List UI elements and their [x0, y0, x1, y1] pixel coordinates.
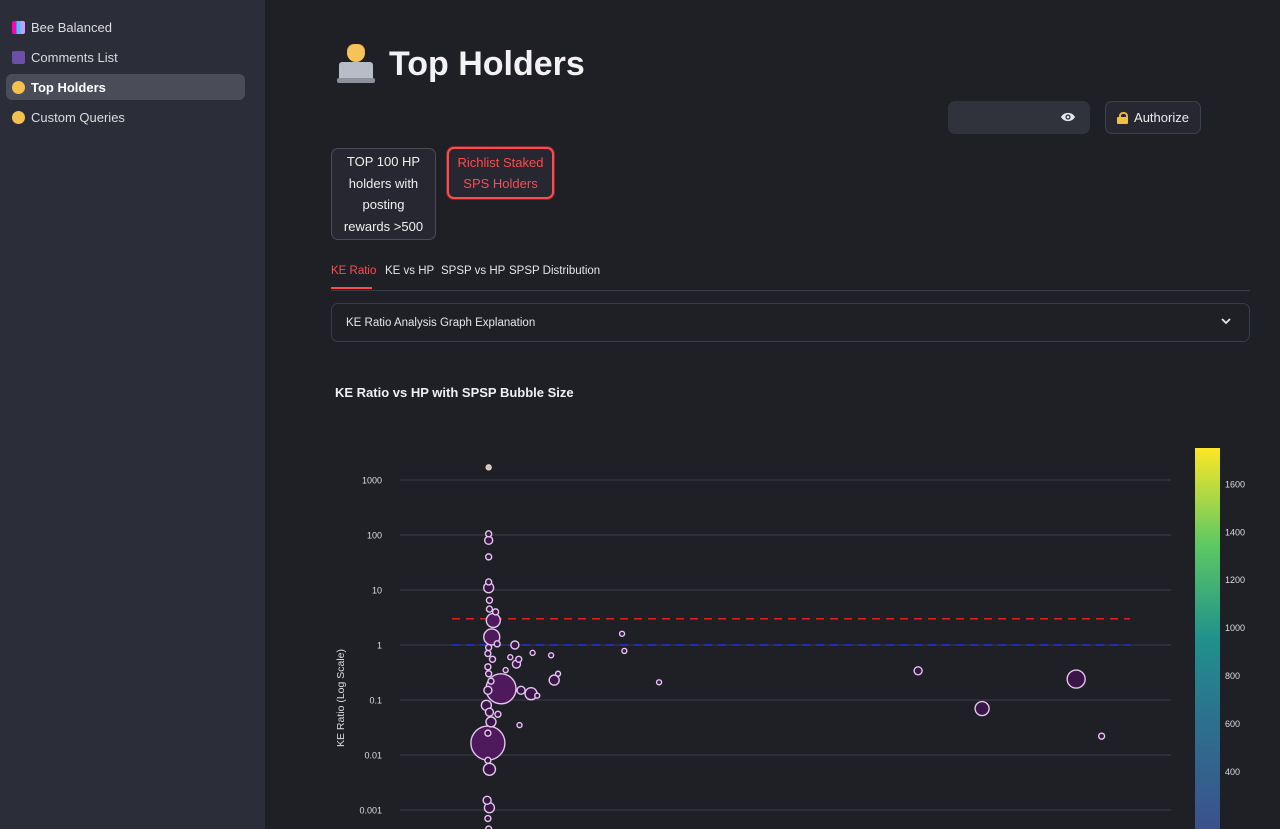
y-tick-label: 1 — [377, 641, 382, 651]
data-point — [484, 578, 493, 586]
sidebar-item-comments-list[interactable]: Comments List — [6, 44, 245, 70]
data-point — [484, 643, 493, 652]
data-point — [482, 762, 497, 776]
page-title: Top Holders — [337, 44, 585, 84]
graph-explanation-expander[interactable]: KE Ratio Analysis Graph Explanation — [331, 303, 1250, 342]
data-point — [485, 612, 501, 629]
data-point — [515, 655, 523, 663]
colorbar-tick-label: 400 — [1225, 767, 1240, 777]
data-point — [491, 608, 500, 616]
sidebar-item-top-holders[interactable]: Top Holders — [6, 74, 245, 100]
colorbar-tick-label: 1400 — [1225, 527, 1245, 537]
chevron-down-icon — [1221, 318, 1231, 325]
main-content: Top Holders Authorize TOP 100 HP holders… — [265, 0, 1280, 829]
sidebar: Bee Balanced Comments List Top Holders C… — [0, 0, 265, 829]
password-input[interactable] — [948, 101, 1090, 134]
y-axis-label: KE Ratio (Log Scale) — [335, 649, 347, 747]
y-tick-label: 1000 — [362, 476, 382, 486]
data-point — [655, 679, 663, 686]
data-point — [621, 647, 628, 655]
lock-icon — [1117, 111, 1129, 124]
colorbar-tick-label: 1600 — [1225, 479, 1245, 489]
colorbar — [1195, 448, 1220, 829]
page-title-text: Top Holders — [389, 44, 585, 83]
data-point — [618, 630, 626, 637]
richlist-staked-sps-button[interactable]: Richlist Staked SPS Holders — [447, 147, 554, 199]
sidebar-nav: Bee Balanced Comments List Top Holders C… — [0, 0, 265, 130]
person-laptop-icon — [12, 110, 25, 124]
y-tick-label: 0.1 — [369, 696, 382, 706]
data-point — [485, 596, 494, 604]
data-point — [554, 670, 562, 677]
sidebar-item-bee-balanced[interactable]: Bee Balanced — [6, 14, 245, 40]
data-point — [484, 663, 492, 671]
tab-spsp-vs-hp[interactable]: SPSP vs HP — [441, 265, 506, 277]
tab-ke-vs-hp[interactable]: KE vs HP — [385, 265, 435, 277]
data-point — [484, 670, 493, 678]
tab-ke-ratio[interactable]: KE Ratio — [331, 265, 377, 277]
data-point — [516, 685, 526, 696]
data-point — [484, 825, 493, 829]
top-100-hp-holders-button[interactable]: TOP 100 HP holders with posting rewards … — [331, 148, 436, 240]
data-point — [484, 756, 492, 765]
chart-tabs: KE Ratio KE vs HP SPSP vs HP SPSP Distri… — [331, 262, 1250, 291]
colorbar-tick-label: 800 — [1225, 671, 1240, 681]
authorize-label: Authorize — [1134, 110, 1189, 125]
data-point — [547, 652, 555, 659]
data-point — [487, 677, 495, 685]
expander-label: KE Ratio Analysis Graph Explanation — [346, 317, 536, 329]
data-point — [493, 640, 501, 648]
data-point — [510, 640, 520, 650]
data-point — [507, 654, 514, 661]
data-point — [482, 795, 492, 806]
data-point — [483, 685, 493, 696]
data-point — [484, 814, 492, 823]
data-point — [484, 729, 492, 737]
data-point — [974, 700, 990, 717]
data-point — [485, 464, 492, 471]
ke-ratio-chart: 1000 100 10 1 0.1 0.01 0.001 KE Ratio (Log Sca… — [335, 448, 1245, 829]
data-point — [484, 553, 493, 561]
data-point — [516, 721, 523, 729]
colorbar-tick-label: 600 — [1225, 719, 1240, 729]
data-point — [484, 530, 493, 538]
comments-icon — [12, 50, 25, 64]
y-tick-label: 10 — [372, 586, 382, 596]
data-point — [534, 692, 541, 699]
data-point — [502, 666, 509, 674]
chart-title: KE Ratio vs HP with SPSP Bubble Size — [335, 385, 574, 400]
tab-spsp-distribution[interactable]: SPSP Distribution — [509, 265, 601, 277]
data-point — [484, 649, 492, 658]
data-point — [484, 707, 495, 717]
y-tick-label: 0.01 — [364, 751, 382, 761]
sidebar-item-custom-queries[interactable]: Custom Queries — [6, 104, 245, 130]
sidebar-item-label: Custom Queries — [31, 109, 125, 125]
data-point — [485, 716, 497, 728]
eye-icon[interactable] — [1060, 111, 1076, 123]
sidebar-item-label: Top Holders — [31, 79, 106, 95]
choice-label: TOP 100 HP holders with posting rewards … — [343, 154, 424, 234]
data-point — [913, 666, 923, 676]
choice-label: Richlist Staked SPS Holders — [457, 154, 544, 192]
data-point — [1066, 669, 1086, 689]
person-laptop-icon — [337, 44, 375, 84]
sidebar-item-label: Bee Balanced — [31, 19, 112, 35]
data-point — [1097, 732, 1106, 740]
colorbar-tick-label: 1200 — [1225, 575, 1245, 585]
data-point — [488, 655, 497, 663]
sidebar-item-label: Comments List — [31, 49, 118, 65]
active-tab-indicator — [331, 287, 372, 289]
authorize-button[interactable]: Authorize — [1105, 101, 1201, 134]
y-tick-label: 100 — [367, 531, 382, 541]
data-point — [494, 710, 502, 718]
colorbar-tick-label: 1000 — [1225, 623, 1245, 633]
person-laptop-icon — [12, 80, 25, 94]
data-point — [548, 674, 560, 686]
bar-chart-icon — [12, 20, 25, 34]
y-tick-label: 0.001 — [359, 806, 382, 816]
data-point — [529, 649, 536, 657]
data-point — [485, 605, 494, 613]
